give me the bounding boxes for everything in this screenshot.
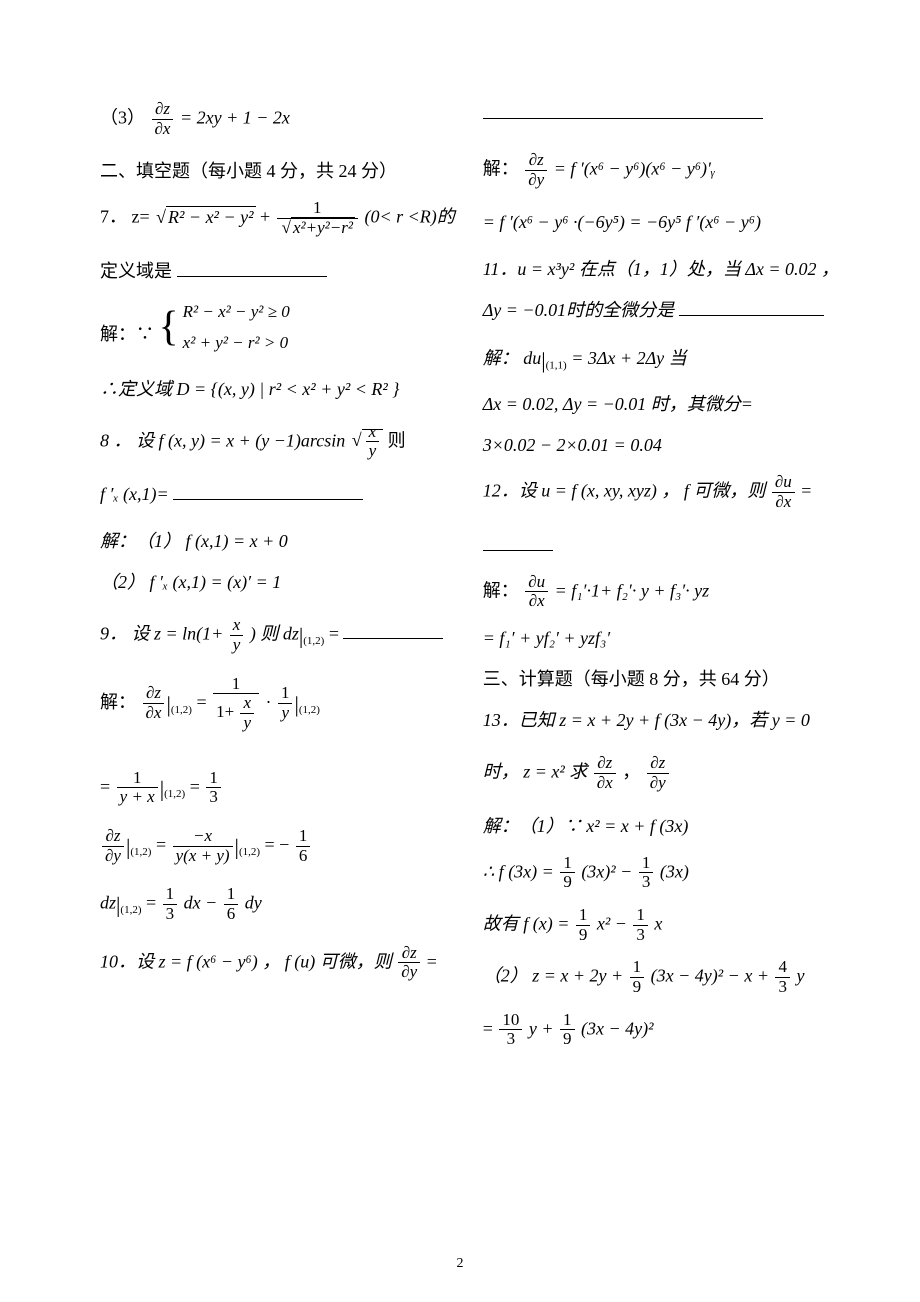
blank-line (177, 276, 327, 277)
q12-sol-1: 解： ∂u∂x = f₁′·1+ f₂′· y + f₃′· yz (483, 573, 839, 611)
q9: 9． 设 z = ln(1+ xy ) 则 dz|(1,2) = (100, 616, 455, 654)
q13: 13．已知 z = x + 2y + f (3x − 4y)，若 y = 0 (483, 707, 839, 734)
q11: 11．u = x³y² 在点（1，1）处，当 Δx = 0.02 ， (483, 256, 839, 283)
q8-sol-1: 解：（1） f (x,1) = x + 0 (100, 528, 455, 555)
q7-domain-prompt: 定义域是 (100, 258, 455, 285)
q7: 7． z= R² − x² − y² + 1x²+y²−r² (0< r <R)… (100, 199, 455, 237)
blank-line (483, 118, 763, 119)
left-column: （3） ∂z∂x = 2xy + 1 − 2x 二、填空题（每小题 4 分，共 … (100, 100, 455, 1063)
q10-sol-2: = f ′(x⁶ − y⁶ ·(−6y⁵) = −6y⁵ f ′(x⁶ − y⁶… (483, 209, 839, 236)
q7-solution-2: ∴定义域 D = {(x, y) | r² < x² + y² < R² } (100, 376, 455, 403)
q9-sol-3: ∂z∂y|(1,2) = −xy(x + y)|(1,2) = − 16 (100, 827, 455, 865)
q9-sol-4: dz|(1,2) = 13 dx − 16 dy (100, 885, 455, 923)
q9-sol-1: 解： ∂z∂x|(1,2) = 11+ xy · 1y|(1,2) (100, 675, 455, 733)
q13-sol-4: （2） z = x + 2y + 19 (3x − 4y)² − x + 43 … (483, 958, 839, 996)
blank-line (679, 315, 824, 316)
q12: 12．设 u = f (x, xy, xyz) ， f 可微，则 ∂u∂x = (483, 473, 839, 511)
q8-prompt: f ′ₓ (x,1)= (100, 481, 455, 508)
q8: 8 ． 设 f (x, y) = x + (y −1)arcsin xy 则 (100, 423, 455, 461)
blank-line (343, 638, 443, 639)
q9-sol-2: = 1y + x|(1,2) = 13 (100, 769, 455, 807)
blank-line (173, 499, 363, 500)
section-3-heading: 三、计算题（每小题 8 分，共 64 分） (483, 666, 839, 693)
q11-sol-1: 解： du|(1,1) = 3Δx + 2Δy 当 (483, 344, 839, 377)
right-column: 解： ∂z∂y = f ′(x⁶ − y⁶)(x⁶ − y⁶)′ᵧ = f ′(… (483, 100, 839, 1063)
q13-prompt: 时， z = x² 求 ∂z∂x ， ∂z∂y (483, 754, 839, 792)
q13-sol-5: = 103 y + 19 (3x − 4y)² (483, 1011, 839, 1049)
q13-sol-1: 解：（1）∵ x² = x + f (3x) (483, 813, 839, 840)
q11-sol-2: Δx = 0.02, Δy = −0.01 时，其微分= (483, 391, 839, 418)
q12-sol-2: = f₁′ + yf₂′ + yzf₃′ (483, 625, 839, 652)
q10-sol-1: 解： ∂z∂y = f ′(x⁶ − y⁶)(x⁶ − y⁶)′ᵧ (483, 151, 839, 189)
q10: 10．设 z = f (x⁶ − y⁶) ， f (u) 可微，则 ∂z∂y = (100, 944, 455, 982)
eq-3: （3） ∂z∂x = 2xy + 1 − 2x (100, 100, 455, 138)
q13-sol-2: ∴ f (3x) = 19 (3x)² − 13 (3x) (483, 854, 839, 892)
section-2-heading: 二、填空题（每小题 4 分，共 24 分） (100, 158, 455, 185)
q10-blank (483, 100, 839, 127)
blank-line (483, 550, 553, 551)
content-columns: （3） ∂z∂x = 2xy + 1 − 2x 二、填空题（每小题 4 分，共 … (100, 100, 830, 1063)
q8-sol-2: （2） f ′ₓ (x,1) = (x)′ = 1 (100, 569, 455, 596)
q7-solution-1: 解：∵ {R² − x² − y² ≥ 0x² + y² − r² > 0 (100, 299, 455, 356)
q11-sol-3: 3×0.02 − 2×0.01 = 0.04 (483, 432, 839, 459)
q11-prompt: Δy = −0.01时的全微分是 (483, 297, 839, 324)
page-number: 2 (457, 1256, 464, 1272)
q13-sol-3: 故有 f (x) = 19 x² − 13 x (483, 906, 839, 944)
q12-blank (483, 532, 839, 559)
